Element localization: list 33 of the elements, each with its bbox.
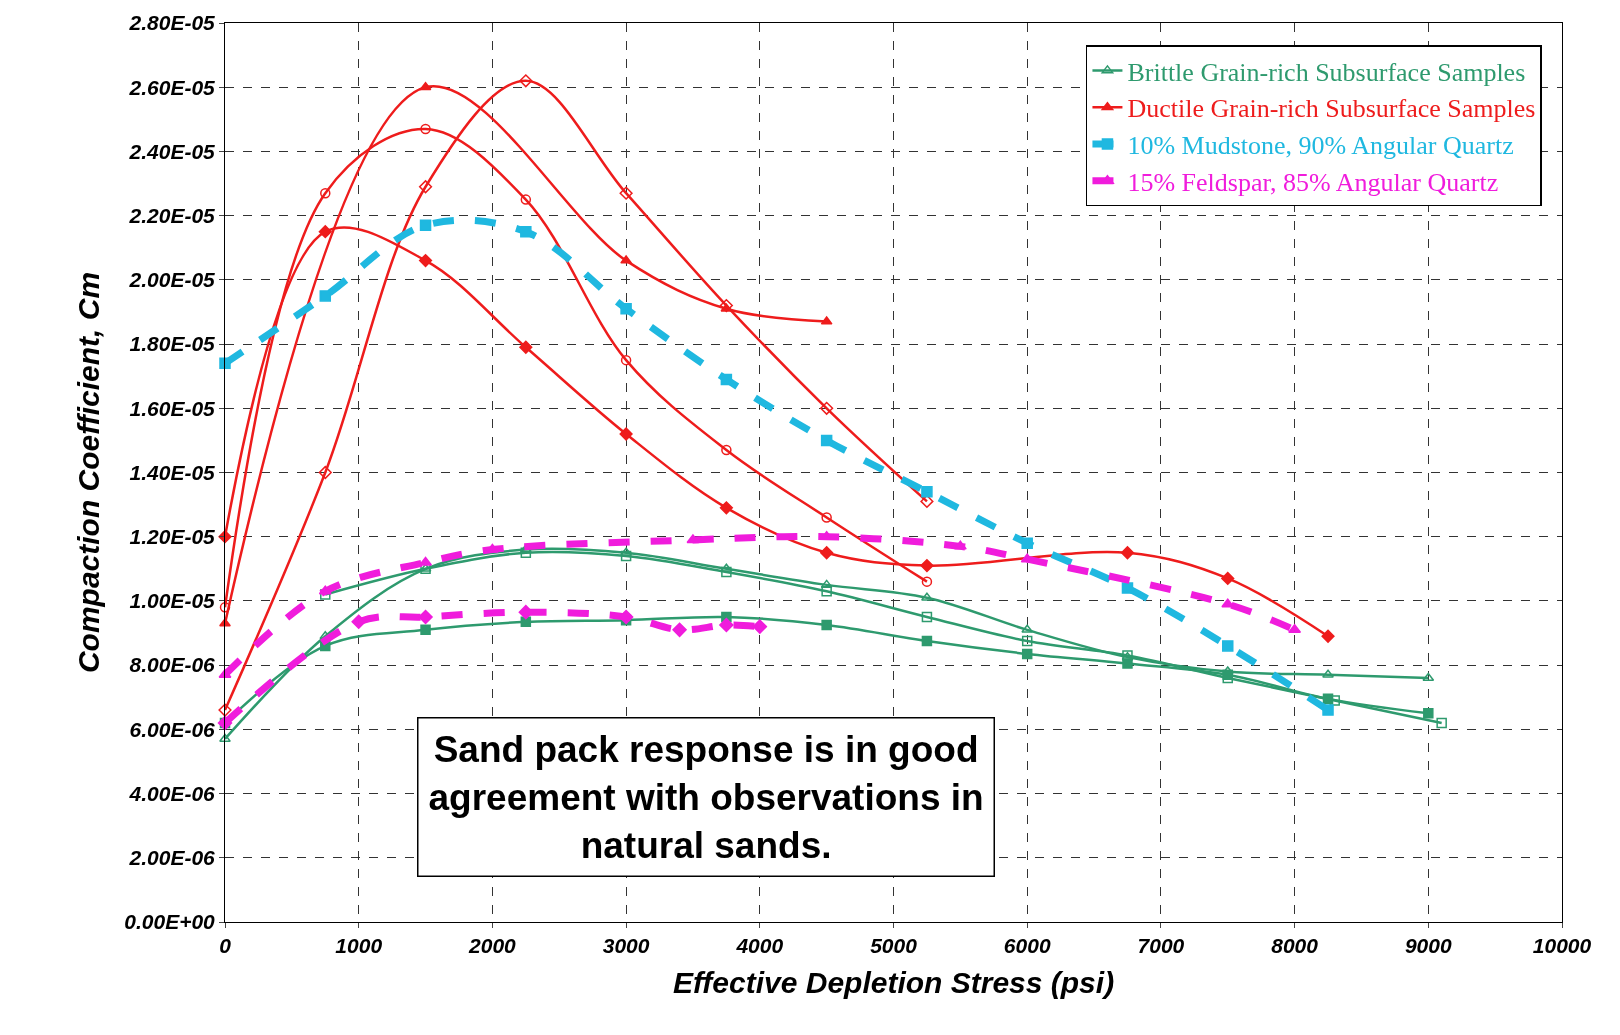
x-tick-label: 10000 [1532,934,1592,958]
annotation: Sand pack response is in good agreement with observations in natural sands. [428,728,984,866]
y-tick-label: 0.00E+00 [124,910,216,934]
y-tick-label: 2.00E-06 [128,846,216,870]
y-tick-label: 1.80E-05 [129,332,216,356]
y-tick-label: 1.00E-05 [129,589,216,613]
y-tick-label: 2.00E-05 [128,268,216,292]
x-tick-label: 0 [219,934,232,958]
x-axis-title: Effective Depletion Stress (psi) [672,965,1115,999]
x-tick-label: 4000 [735,934,784,958]
x-tick-label: 3000 [602,934,650,958]
x-tick-label: 1000 [335,934,383,958]
y-tick-label: 2.80E-05 [128,11,216,35]
y-tick-label: 2.60E-05 [128,75,216,99]
x-tick-label: 7000 [1137,934,1185,958]
x-tick-label: 8000 [1271,934,1319,958]
legend-label: 15% Feldspar, 85% Angular Quartz [1127,167,1499,197]
y-tick-label: 2.20E-05 [128,203,216,227]
legend-label: Brittle Grain-rich Subsurface Samples [1127,57,1526,87]
x-tick-label: 9000 [1404,934,1452,958]
y-tick-label: 1.40E-05 [129,460,216,484]
legend-label: 10% Mudstone, 90% Angular Quartz [1127,131,1514,161]
x-tick-label: 2000 [468,934,517,958]
y-tick-label: 4.00E-06 [128,781,216,805]
y-tick-label: 2.40E-05 [128,139,216,163]
y-tick-label: 1.60E-05 [129,396,216,420]
x-tick-label: 5000 [870,934,918,958]
y-axis-title: Compaction Coefficient, Cm [72,271,106,674]
x-tick-label: 6000 [1003,934,1051,958]
y-tick-label: 1.20E-05 [129,525,216,549]
legend-label: Ductile Grain-rich Subsurface Samples [1127,94,1536,124]
y-tick-label: 6.00E-06 [129,717,216,741]
y-tick-label: 8.00E-06 [129,653,216,677]
